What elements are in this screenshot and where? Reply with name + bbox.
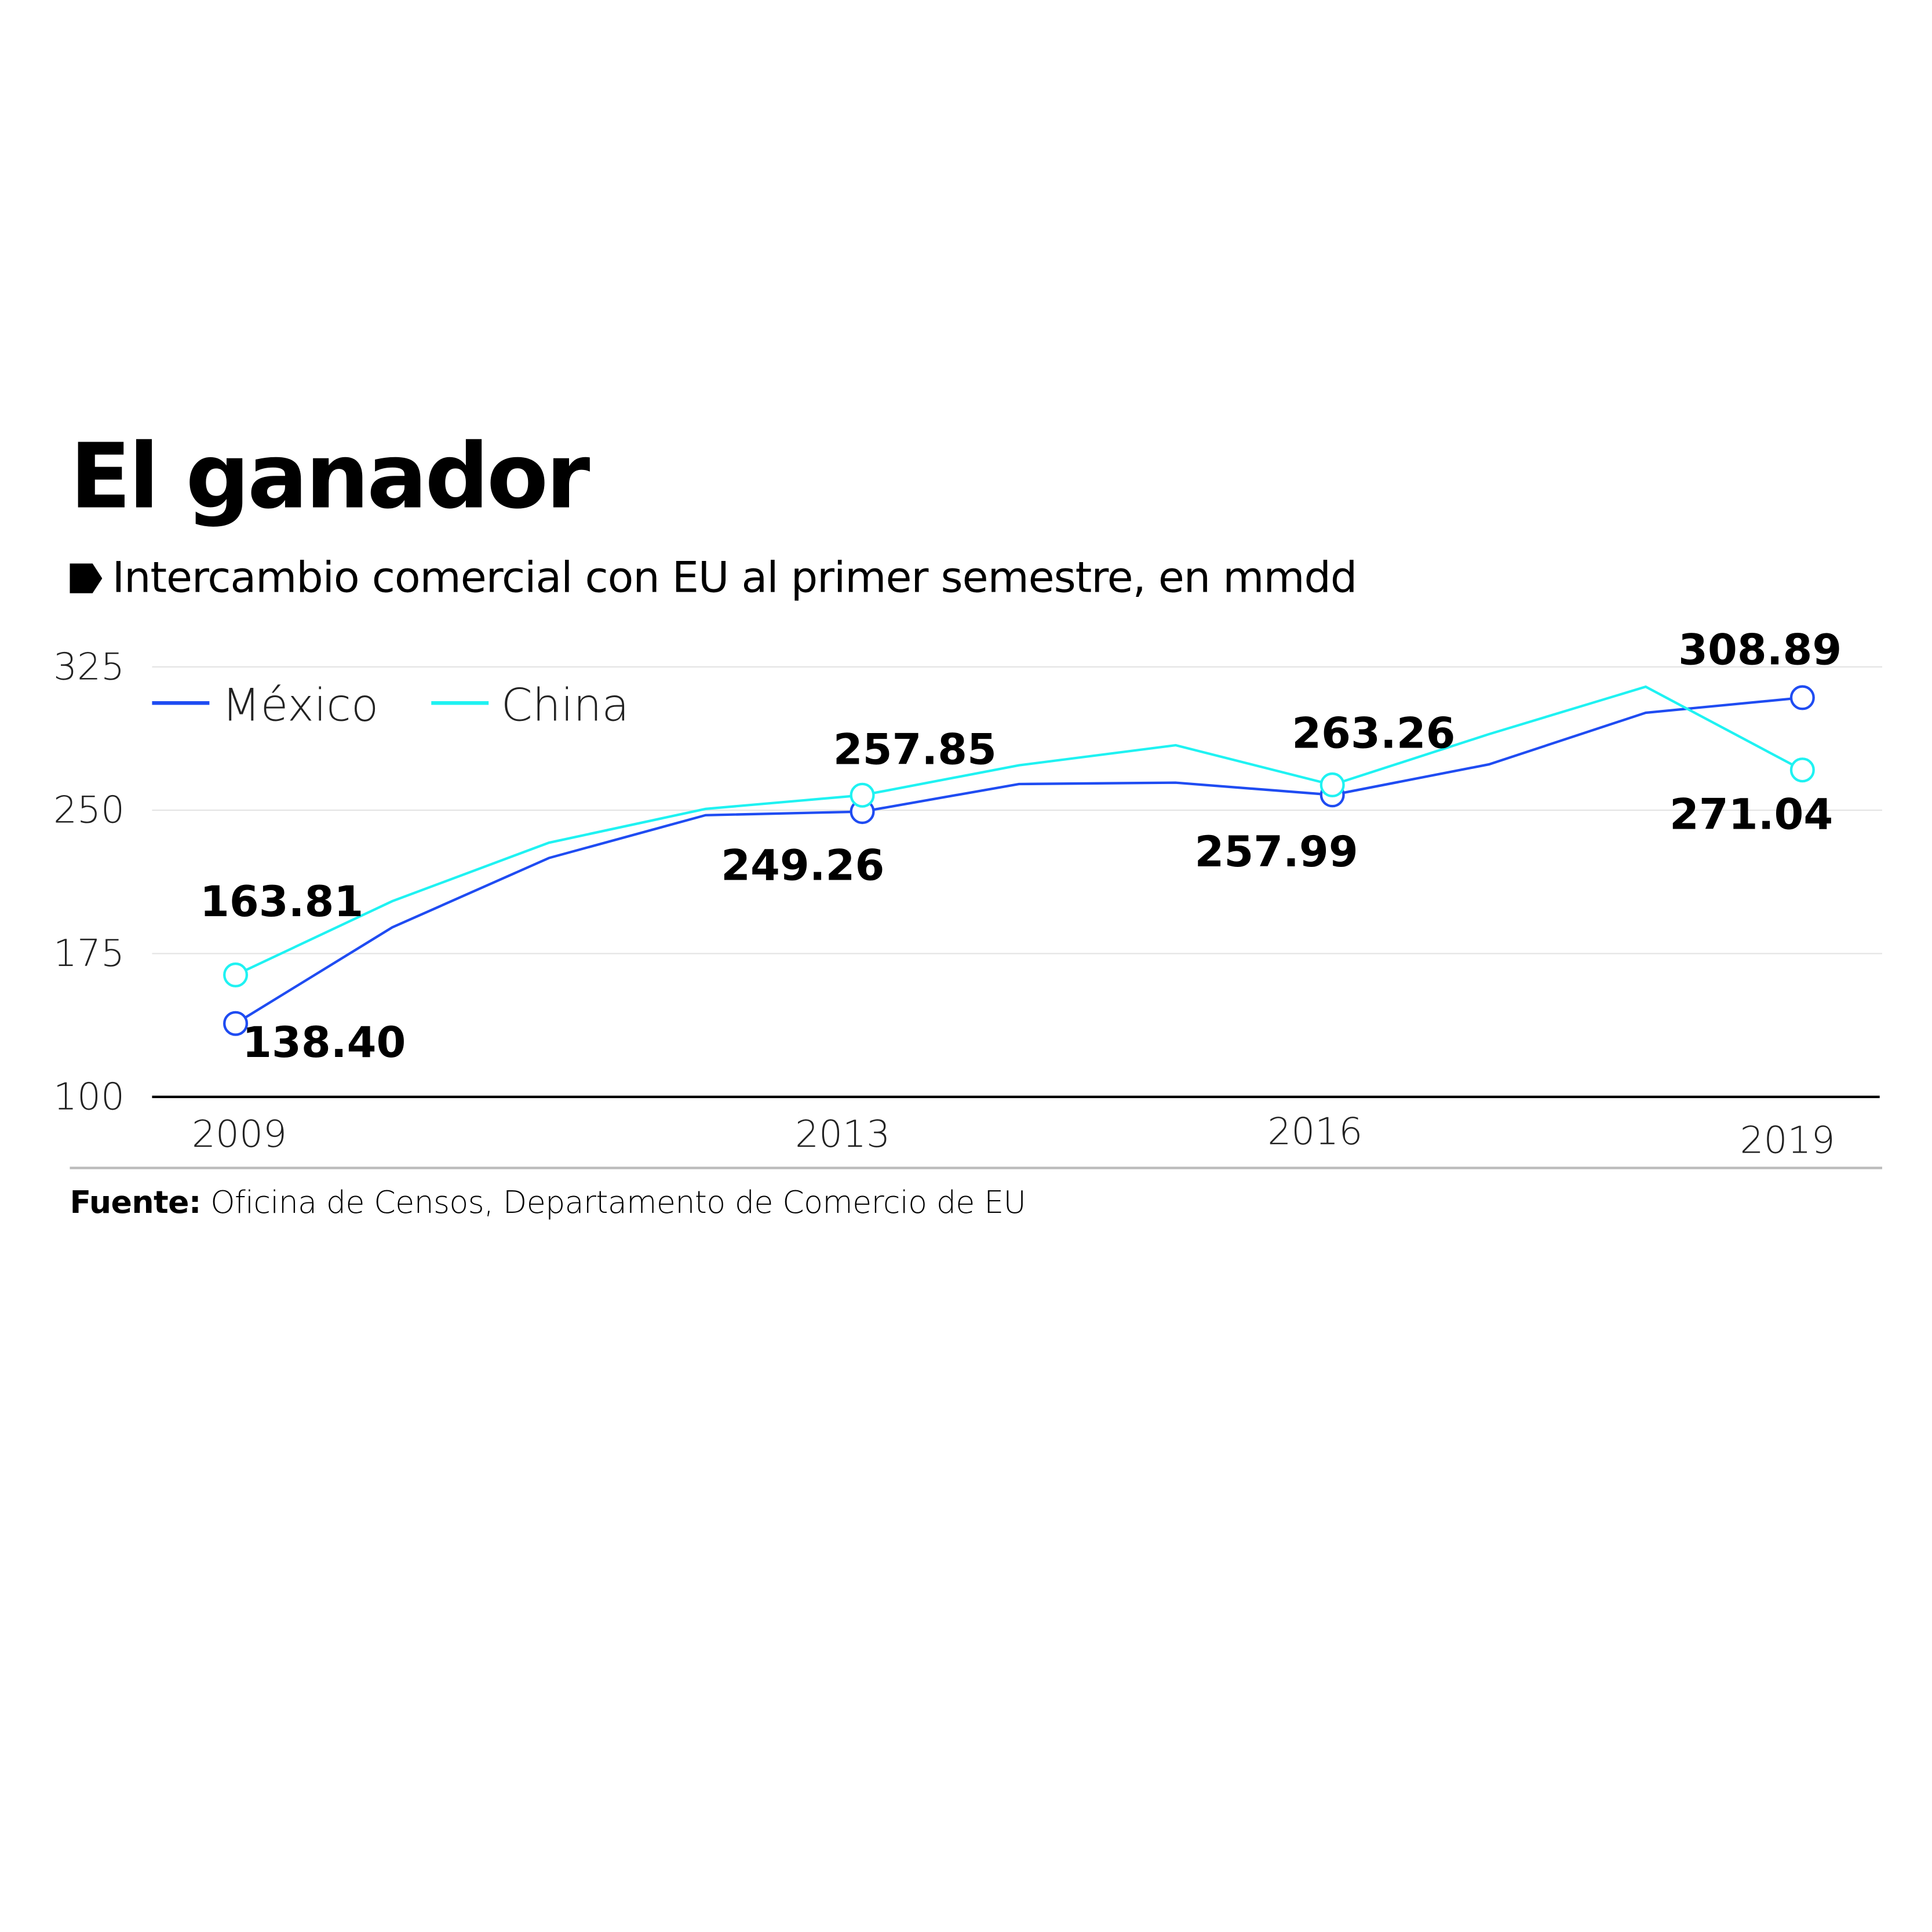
data-label: 263.26 xyxy=(1292,709,1455,759)
x-tick-label: 2019 xyxy=(1740,1119,1835,1162)
x-tick-label: 2009 xyxy=(192,1113,287,1156)
chart-subtitle: Intercambio comercial con EU al primer s… xyxy=(70,553,1357,603)
source-label: Fuente: xyxy=(70,1184,201,1220)
x-tick-label: 2016 xyxy=(1267,1110,1362,1154)
chart-title: El ganador xyxy=(70,424,590,529)
data-label: 257.85 xyxy=(833,726,997,775)
data-label: 138.40 xyxy=(242,1018,406,1067)
series-line-china xyxy=(235,685,1803,976)
data-label: 163.81 xyxy=(200,877,363,927)
data-point-marker xyxy=(1319,772,1345,797)
y-tick-label: 250 xyxy=(53,789,125,832)
data-label: 249.26 xyxy=(721,841,884,891)
series-line-mexico xyxy=(235,696,1803,1025)
source-note: Fuente: Oficina de Censos, Departamento … xyxy=(70,1184,1026,1220)
data-point-marker xyxy=(1789,685,1815,710)
data-label: 271.04 xyxy=(1669,790,1833,839)
y-tick-label: 325 xyxy=(53,645,125,688)
subtitle-text: Intercambio comercial con EU al primer s… xyxy=(112,553,1358,604)
data-point-marker xyxy=(850,782,875,808)
y-tick-label: 175 xyxy=(53,932,125,975)
legend-label: China xyxy=(501,679,629,731)
x-tick-label: 2013 xyxy=(795,1113,890,1156)
source-text: Oficina de Censos, Departamento de Comer… xyxy=(210,1184,1026,1220)
data-label: 308.89 xyxy=(1678,625,1842,675)
data-point-marker xyxy=(223,962,249,987)
data-point-marker xyxy=(223,1011,249,1036)
y-tick-label: 100 xyxy=(53,1075,125,1118)
data-label: 257.99 xyxy=(1195,828,1358,877)
data-point-marker xyxy=(1789,757,1815,783)
legend-label: México xyxy=(222,679,378,731)
